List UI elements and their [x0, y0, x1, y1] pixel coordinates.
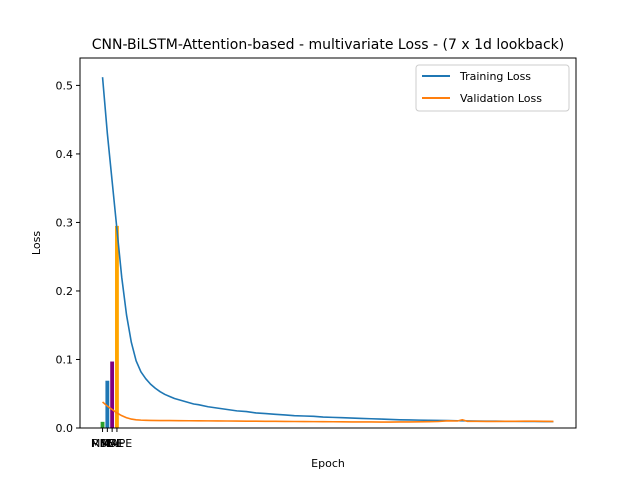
bar-0: [100, 421, 105, 428]
bar-3: [115, 225, 119, 428]
legend-label-validation: Validation Loss: [460, 92, 542, 105]
x-tick-label-0: MSE: [91, 437, 114, 450]
y-tick-label-0: 0.0: [56, 422, 74, 435]
y-tick-label-1: 0.1: [56, 353, 74, 366]
legend-label-training: Training Loss: [459, 70, 531, 83]
legend-box: [415, 64, 570, 112]
x-tick-label-3: MAPE: [102, 437, 133, 450]
x-tick-label-1: RMSE: [92, 437, 123, 450]
series-line-1: [102, 401, 554, 423]
y-tick-label-2: 0.2: [56, 285, 74, 298]
y-tick-label-3: 0.3: [56, 216, 74, 229]
x-axis-label: Epoch: [311, 457, 345, 470]
lines-layer: [101, 77, 554, 423]
y-axis-label: Loss: [30, 231, 43, 255]
bars-layer: [100, 225, 119, 428]
y-axis: 0.0 0.1 0.2 0.3 0.4 0.5: [56, 79, 80, 435]
chart-title: CNN-BiLSTM-Attention-based - multivariat…: [92, 37, 564, 53]
bar-1: [105, 380, 110, 428]
x-tick-label-2: MAE: [100, 437, 124, 450]
legend: Training Loss Validation Loss: [415, 64, 570, 112]
plot-frame: [79, 57, 577, 429]
bar-2: [110, 361, 115, 428]
y-tick-label-5: 0.5: [56, 79, 74, 92]
y-tick-label-4: 0.4: [56, 148, 74, 161]
series-line-0: [101, 77, 554, 423]
